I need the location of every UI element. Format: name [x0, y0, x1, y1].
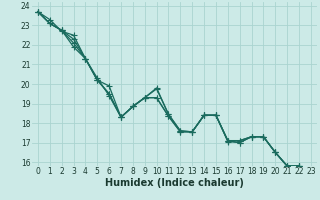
X-axis label: Humidex (Indice chaleur): Humidex (Indice chaleur) [105, 178, 244, 188]
